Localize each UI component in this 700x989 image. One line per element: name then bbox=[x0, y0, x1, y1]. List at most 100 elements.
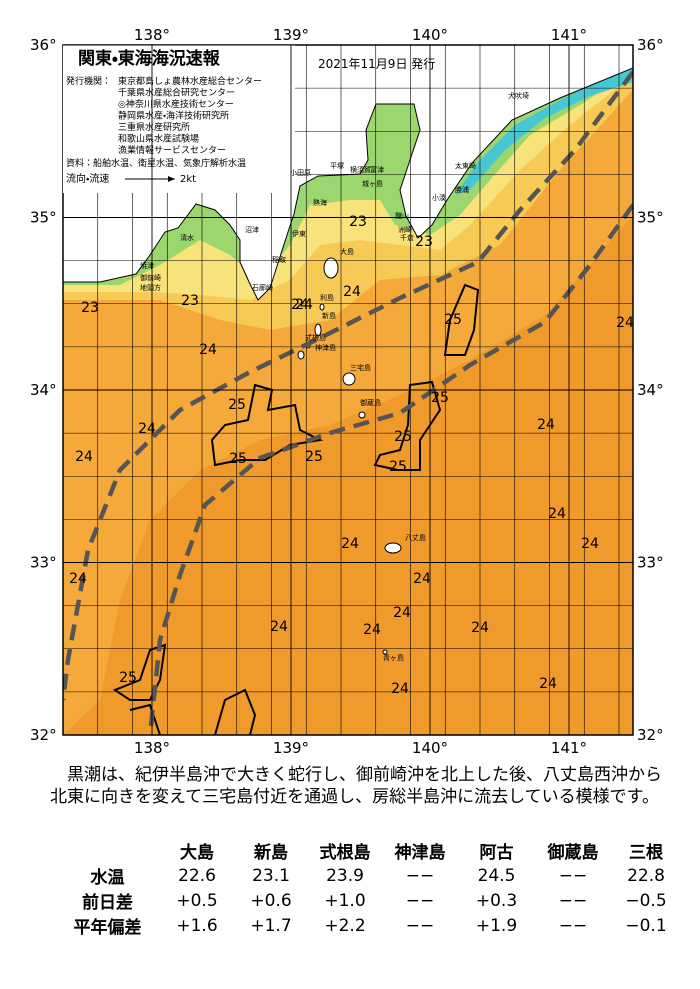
column-header: 神津島 bbox=[394, 843, 446, 863]
place-name: 稲取 bbox=[272, 255, 286, 264]
eddy-outline bbox=[112, 643, 167, 701]
row-header: 水温 bbox=[90, 868, 125, 888]
place-name: 沼津 bbox=[245, 225, 259, 234]
table-cell: +1.9 bbox=[475, 915, 518, 936]
map-title: 関東・東海海況速報 bbox=[78, 48, 221, 69]
legend-label: 流向・流速 bbox=[66, 172, 109, 185]
temperature-label: 24 bbox=[471, 620, 489, 636]
temperature-label: 23 bbox=[81, 300, 99, 316]
place-name: 小湊 bbox=[432, 193, 446, 202]
kuroshio-north-edge bbox=[63, 70, 633, 701]
temperature-label: 23 bbox=[181, 293, 199, 309]
table-cell: −− bbox=[405, 865, 435, 886]
column-header: 御蔵島 bbox=[547, 843, 599, 863]
sea-band bbox=[455, 62, 633, 195]
table-cell: −0.5 bbox=[625, 890, 667, 911]
place-name: 太東崎 bbox=[455, 161, 476, 170]
issuer: 静岡県水産・海洋技術研究所 bbox=[118, 110, 229, 122]
header-box bbox=[63, 45, 295, 193]
table-header-row: 大島 新島 式根島 神津島 阿古 御蔵島 三根 bbox=[55, 838, 681, 863]
issuer: 千葉県水産総合研究センター bbox=[118, 87, 235, 99]
table-cell: 23.9 bbox=[326, 865, 364, 886]
table-cell: +1.6 bbox=[176, 915, 218, 936]
temperature-label: 24 bbox=[363, 622, 381, 638]
table-cell: +1.0 bbox=[324, 890, 366, 911]
place-name: 城ヶ島 bbox=[362, 179, 383, 188]
table-row: 水温 22.6 23.1 23.9 −− 24.5 −− 22.8 bbox=[55, 863, 681, 889]
legend-speed: 2kt bbox=[180, 174, 196, 185]
column-header: 式根島 bbox=[319, 843, 371, 863]
island bbox=[342, 372, 356, 386]
table-cell: +0.6 bbox=[250, 890, 292, 911]
temperature-label: 24 bbox=[69, 571, 87, 587]
place-name: 大島 bbox=[340, 247, 354, 256]
temperature-label: 24 bbox=[341, 536, 359, 552]
lat-label: 33° bbox=[637, 554, 664, 572]
temperature-label: 24 bbox=[270, 619, 288, 635]
eddy-outline bbox=[210, 383, 324, 467]
place-name: 青ヶ島 bbox=[383, 653, 404, 662]
issuer: 東京都島しょ農林水産総合センター bbox=[118, 75, 262, 87]
place-name: 犬吠埼 bbox=[508, 91, 529, 100]
place-name: 八丈島 bbox=[405, 533, 426, 542]
temperature-label: 25 bbox=[431, 390, 449, 406]
place-name: 館山 bbox=[395, 211, 409, 220]
lat-label: 32° bbox=[30, 726, 57, 744]
issuer: ◎神奈川県水産技術センター bbox=[118, 98, 234, 110]
table-cell: −− bbox=[405, 915, 435, 936]
place-name: 平塚 bbox=[330, 161, 344, 170]
place-name: 千倉 bbox=[400, 233, 414, 242]
lat-label: 35° bbox=[637, 209, 664, 227]
observation-table: 大島 新島 式根島 神津島 阿古 御蔵島 三根 水温 22.6 23.1 23.9 −− 24.5 −− 2… bbox=[55, 838, 681, 938]
place-name: 小田原 bbox=[290, 168, 311, 177]
table-cell: −0.1 bbox=[625, 915, 667, 936]
island bbox=[382, 649, 388, 655]
row-header: 前日差 bbox=[82, 893, 133, 913]
warm-eddies bbox=[112, 283, 480, 735]
issuer: 三重県水産研究所 bbox=[118, 121, 190, 133]
temperature-label: 24 bbox=[537, 417, 555, 433]
lon-label: 141° bbox=[551, 26, 587, 44]
corner-cell bbox=[55, 838, 160, 863]
temperature-label: 25 bbox=[389, 459, 407, 475]
place-name: 新島 bbox=[322, 311, 336, 320]
eddy-outline bbox=[443, 283, 480, 356]
row-header: 平年偏差 bbox=[73, 918, 142, 938]
lat-label: 36° bbox=[30, 36, 57, 54]
temperature-label: 24 bbox=[138, 421, 156, 437]
sources: 資料：船舶水温、衛星水温、気象庁解析水温 bbox=[66, 157, 246, 169]
table-cell: −− bbox=[558, 890, 588, 911]
place-name: 熱海 bbox=[313, 198, 327, 207]
table-cell: −− bbox=[558, 865, 588, 886]
kuroshio-south-edge bbox=[147, 203, 633, 735]
place-name: 富津 bbox=[370, 165, 384, 174]
temperature-label: 24 bbox=[548, 506, 566, 522]
temperature-label: 23 bbox=[349, 214, 367, 230]
temperature-label: 24 bbox=[343, 284, 361, 300]
lon-label: 139° bbox=[273, 26, 309, 44]
table-cell: +0.3 bbox=[475, 890, 518, 911]
temperature-label: 24 bbox=[199, 342, 217, 358]
island bbox=[314, 323, 322, 337]
temperature-label: 25 bbox=[394, 429, 412, 445]
place-name: 御前崎 bbox=[140, 273, 161, 282]
table-cell: +0.5 bbox=[176, 890, 218, 911]
lat-label: 33° bbox=[30, 554, 57, 572]
place-name: 勝浦 bbox=[455, 185, 469, 194]
temperature-label: 25 bbox=[119, 670, 137, 686]
temperature-label: 24 bbox=[413, 571, 431, 587]
lon-label: 140° bbox=[412, 26, 448, 44]
place-name: 焼津 bbox=[140, 261, 154, 270]
issue-date: 2021年11月9日 発行 bbox=[318, 57, 435, 71]
temperature-label: 25 bbox=[444, 312, 462, 328]
temperature-label: 24 bbox=[291, 297, 309, 313]
eddy-outline bbox=[129, 688, 257, 735]
table-row: 前日差 +0.5 +0.6 +1.0 −− +0.3 −− −0.5 bbox=[55, 888, 681, 914]
place-name: 三宅島 bbox=[350, 363, 371, 372]
lon-label: 138° bbox=[134, 739, 170, 757]
island bbox=[358, 411, 366, 419]
temperature-label: 25 bbox=[228, 397, 246, 413]
issuer-label: 発行機関： bbox=[66, 75, 111, 87]
summary-text: 黒潮は、紀伊半島沖で大きく蛇行し、御前崎沖を北上した後、八丈島西沖から北東に向き… bbox=[50, 765, 662, 807]
